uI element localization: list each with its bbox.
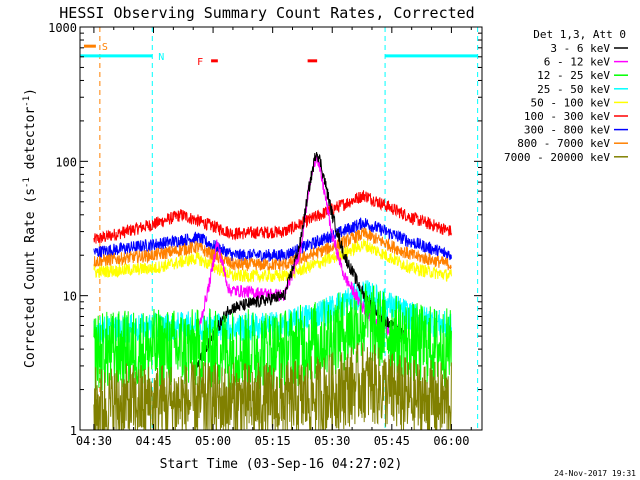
y-tick-label: 10 xyxy=(63,290,77,304)
series-line-3 xyxy=(93,227,452,272)
x-tick-label: 04:45 xyxy=(135,434,171,448)
axes xyxy=(79,26,483,431)
saa-label: S xyxy=(102,42,108,53)
y-axis-label-superscript: -1 xyxy=(22,96,32,107)
x-axis-label: Start Time (03-Sep-16 04:27:02) xyxy=(160,457,403,472)
y-axis-label-part: ) xyxy=(23,88,38,96)
x-tick-label: 05:45 xyxy=(374,434,410,448)
legend-entry-label: 300 - 800 keV xyxy=(524,124,610,137)
legend-entry-label: 3 - 6 keV xyxy=(550,42,610,55)
y-axis-label-part: detector xyxy=(23,107,38,178)
y-axis: 1 10 100 1000 xyxy=(48,21,482,438)
y-tick-label: 1 xyxy=(70,424,77,438)
night-label: N xyxy=(158,52,164,63)
legend-entry-label: 7000 - 20000 keV xyxy=(504,151,610,164)
series-line-4 xyxy=(93,239,452,283)
y-axis-label: Corrected Count Rate (s-1 detector-1) xyxy=(22,88,38,368)
series-line-8 xyxy=(93,283,452,392)
x-tick-label: 06:00 xyxy=(433,434,469,448)
footer-date: 24-Nov-2017 19:31 xyxy=(554,469,636,478)
legend-header: Det 1,3, Att 0 xyxy=(533,28,626,41)
legend-entry-label: 6 - 12 keV xyxy=(544,56,611,69)
y-tick-label: 100 xyxy=(55,155,77,169)
legend-entry-label: 100 - 300 keV xyxy=(524,110,610,123)
x-tick-label: 05:00 xyxy=(195,434,231,448)
series-line-2 xyxy=(93,217,452,263)
flare-label: F xyxy=(197,57,203,68)
y-axis-label-part: Corrected Count Rate (s xyxy=(23,188,38,368)
x-tick-label: 05:15 xyxy=(255,434,291,448)
series-line-1 xyxy=(93,190,452,244)
y-tick-label: 1000 xyxy=(48,21,77,35)
legend-entry-label: 25 - 50 keV xyxy=(537,83,610,96)
chart-title: HESSI Observing Summary Count Rates, Cor… xyxy=(59,4,474,22)
x-tick-label: 05:30 xyxy=(314,434,350,448)
legend-entry-label: 800 - 7000 keV xyxy=(517,137,610,150)
x-axis: 04:30 04:45 05:00 05:15 05:30 05:45 06:00 xyxy=(76,27,472,448)
x-tick-label: 04:30 xyxy=(76,434,112,448)
legend-entry-label: 50 - 100 keV xyxy=(531,96,611,109)
series-layer xyxy=(93,152,452,431)
legend-entry-label: 12 - 25 keV xyxy=(537,69,610,82)
y-axis-label-superscript: -1 xyxy=(22,177,32,188)
